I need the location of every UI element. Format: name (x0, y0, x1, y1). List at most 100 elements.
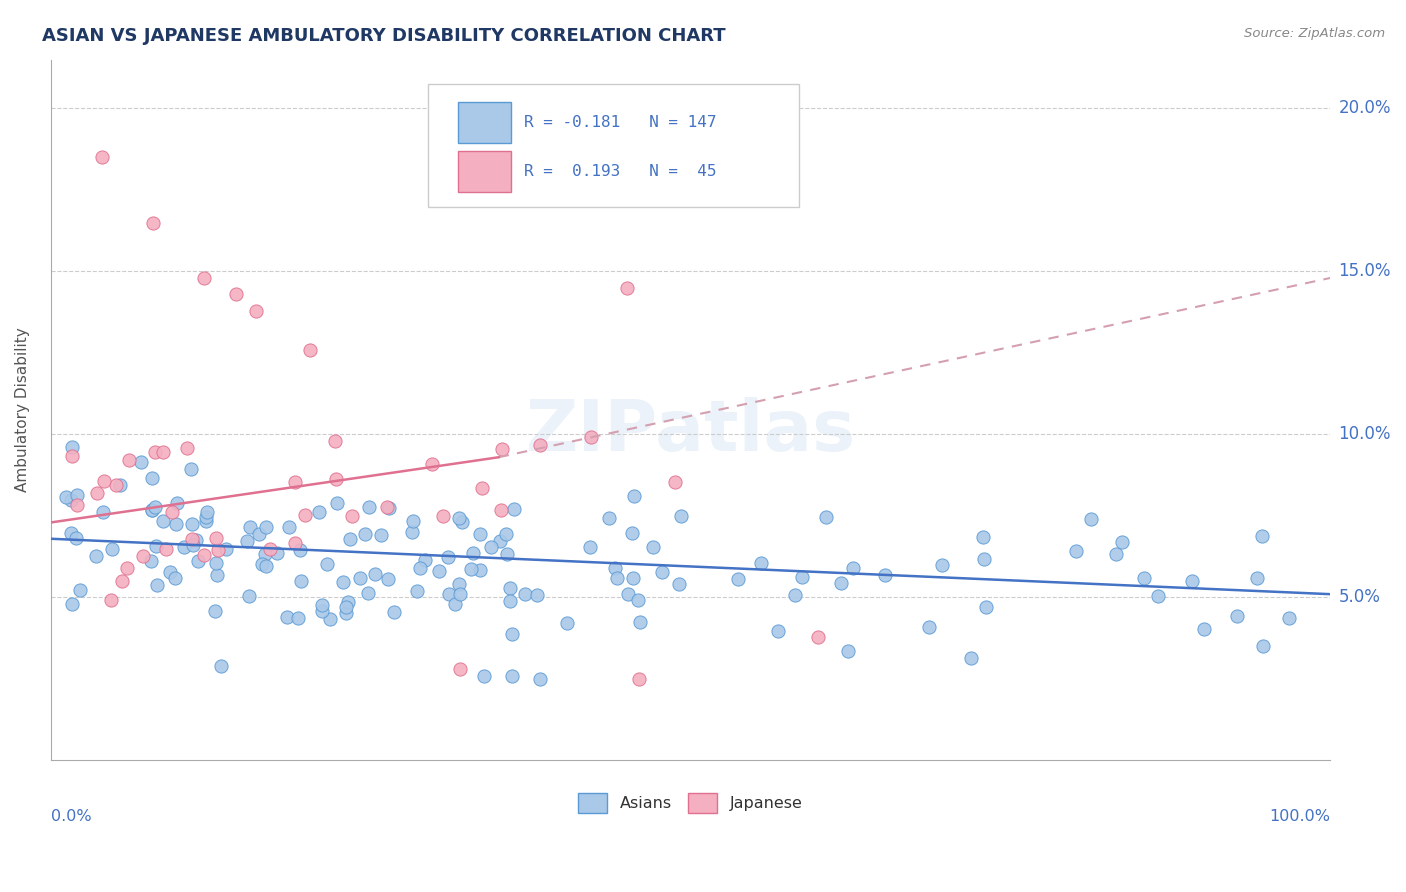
Point (432, 509, 454, 524)
Point (141, 471, 163, 485)
Point (111, 574, 134, 589)
Point (501, 627, 523, 641)
Point (252, 557, 274, 571)
Point (284, 536, 307, 550)
Point (621, 526, 644, 541)
Point (470, 527, 492, 541)
Point (815, 509, 838, 524)
Point (278, 520, 301, 534)
Point (91, 505, 114, 519)
Point (181, 517, 204, 532)
Point (401, 524, 423, 539)
Point (207, 542, 229, 557)
Text: Source: ZipAtlas.com: Source: ZipAtlas.com (1244, 27, 1385, 40)
Point (101, 541, 124, 556)
Point (181, 538, 204, 552)
Point (155, 541, 177, 556)
Point (605, 561, 627, 575)
Point (141, 502, 163, 516)
Point (298, 343, 321, 357)
Point (176, 441, 198, 455)
Point (526, 588, 548, 602)
Point (501, 669, 523, 683)
Point (972, 530, 994, 544)
Point (628, 615, 651, 629)
Point (118, 453, 141, 467)
Point (159, 565, 181, 579)
Point (143, 500, 166, 515)
Point (204, 604, 226, 618)
Point (65, 498, 87, 512)
Point (1105, 547, 1128, 561)
Point (66, 488, 89, 502)
Point (578, 541, 600, 555)
Point (59, 525, 82, 540)
Point (349, 571, 371, 585)
Point (783, 588, 806, 602)
Point (308, 505, 330, 519)
Point (489, 502, 512, 516)
FancyBboxPatch shape (458, 102, 512, 144)
Point (766, 624, 789, 638)
Point (323, 434, 346, 448)
Point (488, 534, 510, 549)
Point (1251, 639, 1274, 653)
Point (254, 547, 277, 561)
Point (664, 475, 686, 490)
Point (184, 533, 207, 547)
Point (409, 561, 432, 575)
Point (294, 508, 316, 522)
Point (616, 281, 638, 295)
Point (621, 571, 644, 585)
Text: R = -0.181   N = 147: R = -0.181 N = 147 (524, 115, 717, 130)
Point (335, 599, 357, 614)
Point (727, 572, 749, 586)
Point (413, 553, 436, 567)
Point (143, 445, 166, 459)
Point (332, 575, 354, 590)
Point (65, 531, 87, 545)
Point (284, 475, 307, 489)
Point (311, 604, 333, 618)
Point (187, 554, 209, 568)
Point (108, 478, 131, 492)
Point (449, 511, 471, 525)
Point (205, 567, 228, 582)
Point (830, 576, 852, 591)
Point (842, 561, 865, 575)
Point (194, 509, 217, 524)
Point (129, 455, 152, 469)
Point (215, 541, 238, 556)
Point (790, 570, 813, 584)
FancyBboxPatch shape (429, 84, 799, 207)
Point (420, 457, 443, 471)
Text: 0.0%: 0.0% (51, 809, 91, 824)
Point (918, 620, 941, 634)
Point (651, 565, 673, 579)
Point (447, 576, 470, 591)
Point (1147, 590, 1170, 604)
Point (491, 442, 513, 456)
Point (555, 616, 578, 631)
Text: ASIAN VS JAPANESE AMBULATORY DISABILITY CORRELATION CHART: ASIAN VS JAPANESE AMBULATORY DISABILITY … (42, 27, 725, 45)
Point (316, 557, 339, 571)
Point (195, 505, 218, 519)
Point (60, 440, 83, 454)
Point (180, 462, 202, 476)
Point (1246, 571, 1268, 585)
Point (598, 510, 620, 524)
Point (378, 500, 401, 515)
Point (502, 502, 524, 516)
Point (166, 516, 188, 531)
Point (606, 571, 628, 585)
Point (382, 605, 405, 619)
Point (402, 514, 425, 528)
Point (495, 527, 517, 541)
Point (152, 445, 174, 459)
Point (290, 574, 312, 588)
Point (449, 586, 471, 600)
Point (276, 610, 298, 624)
Point (529, 438, 551, 452)
Point (139, 554, 162, 568)
Point (1133, 571, 1156, 585)
